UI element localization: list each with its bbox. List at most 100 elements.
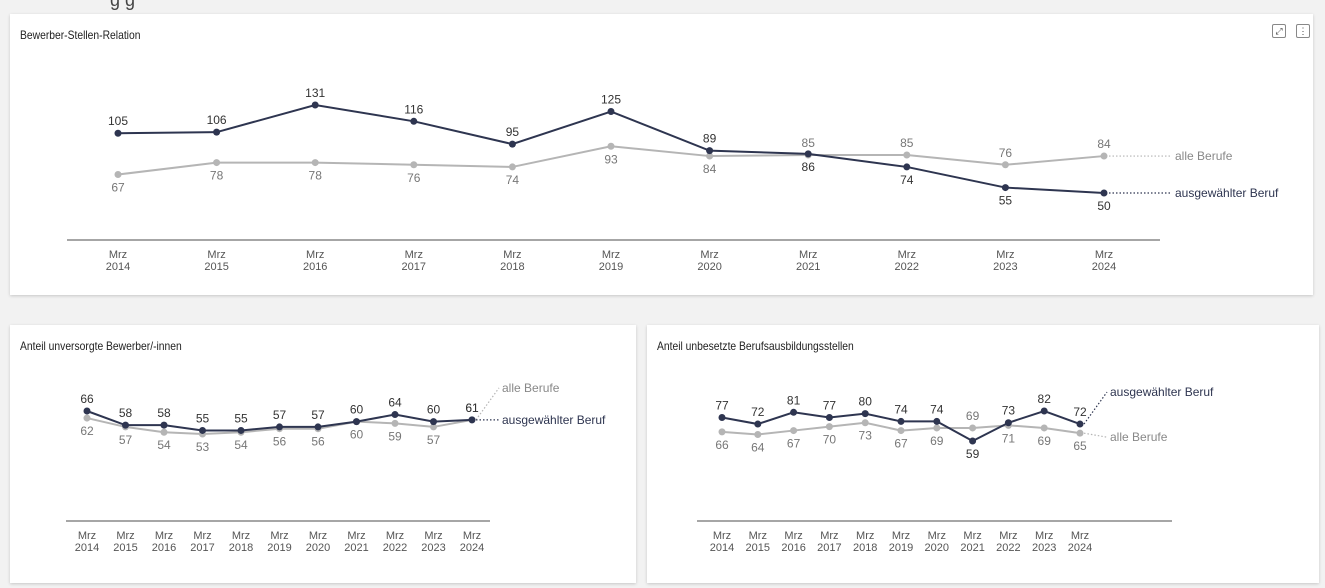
data-label: 62 <box>80 424 94 438</box>
data-label: 57 <box>273 408 287 422</box>
data-point <box>114 129 122 137</box>
data-point <box>311 101 319 109</box>
data-label: 71 <box>1002 431 1016 445</box>
data-label: 70 <box>823 433 837 447</box>
data-point <box>903 163 911 171</box>
data-point <box>804 150 812 158</box>
data-label: 67 <box>894 437 908 451</box>
legend-leader <box>1083 391 1108 425</box>
data-point <box>1040 407 1048 415</box>
data-point <box>1100 152 1108 160</box>
data-label: 56 <box>311 435 325 449</box>
x-tick-label: Mrz 2023 <box>993 249 1017 273</box>
data-label: 60 <box>350 428 364 442</box>
data-label: 58 <box>157 406 171 420</box>
data-point <box>199 426 206 434</box>
legend-leader <box>475 387 500 421</box>
data-point <box>903 151 911 159</box>
x-tick-label: Mrz 2020 <box>925 530 949 554</box>
data-point <box>213 159 221 167</box>
x-tick-label: Mrz 2023 <box>421 530 445 554</box>
data-label: 57 <box>427 433 441 447</box>
data-point <box>706 152 714 160</box>
x-tick-label: Mrz 2017 <box>190 530 214 554</box>
data-label: 73 <box>859 429 873 443</box>
data-point <box>1076 420 1084 428</box>
data-point <box>861 410 869 418</box>
data-label: 59 <box>966 447 980 461</box>
data-label: 74 <box>506 173 520 187</box>
data-point <box>160 428 168 436</box>
data-label: 54 <box>234 438 248 452</box>
data-point <box>969 437 977 445</box>
data-point <box>933 424 941 432</box>
legend-label: alle Berufe <box>1175 149 1233 163</box>
data-point <box>122 421 129 429</box>
data-point <box>1076 429 1084 437</box>
data-label: 85 <box>900 136 914 150</box>
x-tick-label: Mrz 2017 <box>402 249 426 273</box>
data-label: 76 <box>407 171 421 185</box>
data-label: 54 <box>157 438 171 452</box>
data-point <box>410 117 418 125</box>
data-point <box>706 147 714 155</box>
x-tick-label: Mrz 2018 <box>853 530 877 554</box>
data-label: 81 <box>787 393 801 407</box>
data-label: 89 <box>703 132 717 146</box>
data-point <box>468 416 476 424</box>
chart-panel-unversorgte-bewerber: Anteil unversorgte Bewerber/-innen Mrz 20… <box>10 325 636 583</box>
data-point <box>1100 189 1108 197</box>
data-label: 57 <box>119 433 133 447</box>
data-label: 61 <box>465 401 479 415</box>
data-label: 72 <box>1073 405 1087 419</box>
data-point <box>314 423 322 431</box>
x-tick-label: Mrz 2020 <box>697 249 721 273</box>
data-point <box>897 417 905 425</box>
data-label: 74 <box>894 402 908 416</box>
data-point <box>718 428 726 436</box>
line-chart-1: Mrz 2014 Mrz 2015 Mrz 2016 Mrz 2017 Mrz 2018 Mrz 20… <box>67 86 1279 273</box>
data-point <box>83 414 91 422</box>
data-label: 77 <box>823 399 837 413</box>
data-label: 50 <box>1097 199 1111 213</box>
x-tick-label: Mrz 2014 <box>710 530 734 554</box>
data-point <box>430 423 437 431</box>
data-point <box>508 140 516 148</box>
data-label: 66 <box>715 438 729 452</box>
data-point <box>754 430 762 438</box>
x-tick-label: Mrz 2018 <box>229 530 253 554</box>
x-tick-label: Mrz 2024 <box>460 530 484 554</box>
legend-label: alle Berufe <box>502 381 560 395</box>
data-label: 67 <box>111 181 125 195</box>
legend-leader <box>1083 432 1108 438</box>
data-label: 59 <box>388 429 402 443</box>
data-label: 57 <box>311 408 325 422</box>
data-label: 55 <box>999 194 1013 208</box>
expand-icon[interactable]: ⤢ <box>1272 24 1286 38</box>
x-tick-label: Mrz 2014 <box>106 249 130 273</box>
data-point <box>718 414 726 422</box>
x-tick-label: Mrz 2018 <box>500 249 524 273</box>
more-vertical-icon[interactable]: ⋮ <box>1296 24 1310 38</box>
x-tick-label: Mrz 2022 <box>996 530 1020 554</box>
legend-label: ausgewählter Beruf <box>1110 385 1214 399</box>
chart-title: Anteil unversorgte Bewerber/-innen <box>20 339 182 353</box>
data-label: 53 <box>196 440 210 454</box>
x-tick-label: Mrz 2019 <box>889 530 913 554</box>
data-label: 60 <box>350 403 364 417</box>
chart-title: Anteil unbesetzte Berufsausbildungsstell… <box>657 339 854 353</box>
data-label: 74 <box>930 402 944 416</box>
data-label: 64 <box>751 440 765 454</box>
data-point <box>353 418 360 426</box>
data-label: 55 <box>196 411 210 425</box>
data-point <box>1004 419 1012 427</box>
data-point <box>160 421 168 429</box>
legend-label: ausgewählter Beruf <box>1175 186 1279 200</box>
data-point <box>1040 424 1048 432</box>
data-point <box>897 427 905 435</box>
data-point <box>825 423 833 431</box>
data-point <box>754 420 762 428</box>
data-label: 58 <box>119 406 133 420</box>
data-label: 125 <box>601 93 621 107</box>
x-tick-label: Mrz 2020 <box>306 530 330 554</box>
